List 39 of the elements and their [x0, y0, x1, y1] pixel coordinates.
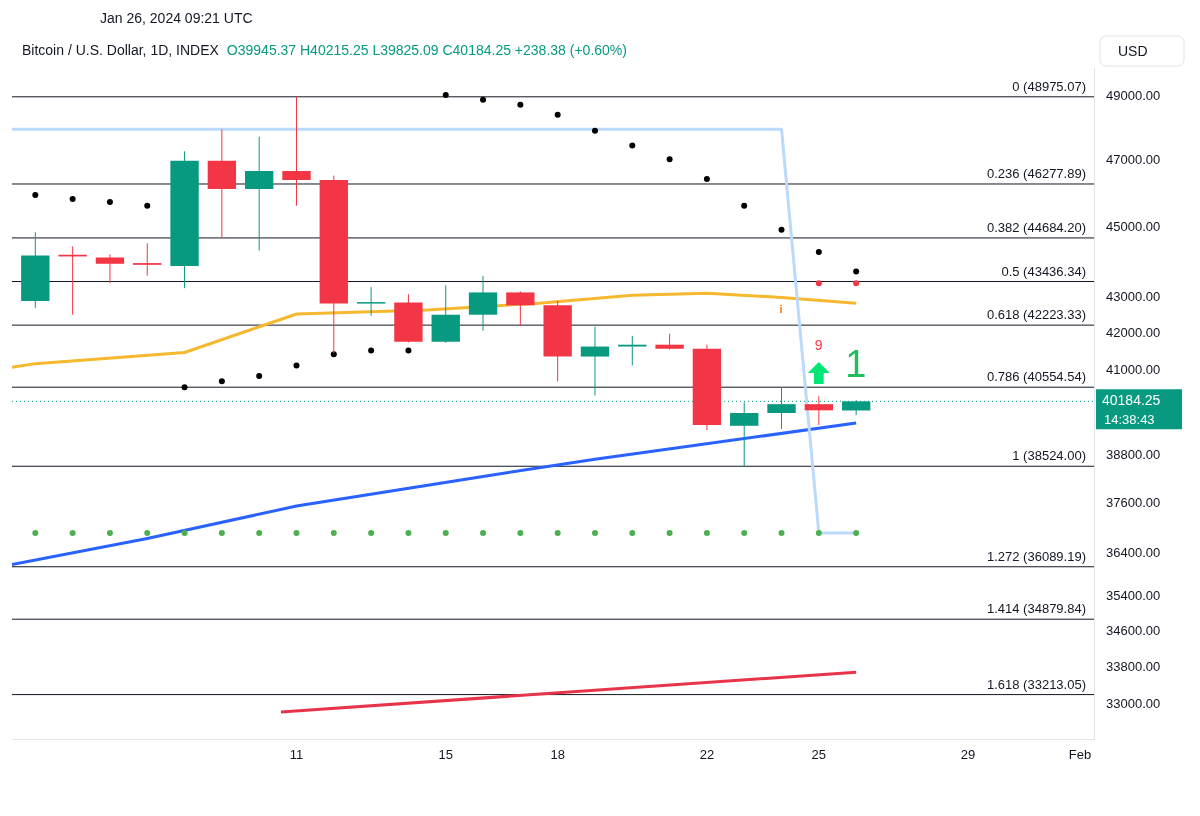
x-tick-label: 25	[811, 746, 827, 762]
annotation: i	[779, 303, 783, 315]
y-tick-label: 36400.00	[1106, 545, 1161, 561]
chart-title: Bitcoin / U.S. Dollar, 1D, INDEX	[22, 42, 220, 58]
x-tick-label: 11	[289, 746, 304, 762]
ref-line-label: 40184.25	[1102, 392, 1161, 409]
text: Jan 26, 2024 09:21 UTC	[100, 10, 253, 26]
ref-line-label: 0 (48975.07)	[1012, 78, 1086, 94]
chart-subtitle: O39945.37 H40215.25 L39825.09 C40184.25 +238.38 (+0.60%)	[226, 42, 627, 58]
ref-line-label: 0.786 (40554.54)	[986, 369, 1086, 385]
y-tick-label: 43000.00	[1106, 288, 1161, 304]
y-tick-label: 34600.00	[1106, 623, 1161, 639]
y-tick-label: 42000.00	[1106, 324, 1161, 340]
y-tick-label: 41000.00	[1106, 361, 1161, 377]
ref-line-label: 0.5 (43436.34)	[1001, 263, 1086, 279]
y-tick-label: 37600.00	[1106, 495, 1161, 511]
ref-line-label: 1.414 (34879.84)	[986, 601, 1086, 617]
y-tick-label: 35400.00	[1106, 588, 1161, 604]
y-tick-label: 49000.00	[1106, 87, 1161, 103]
x-tick-label: 18	[550, 746, 565, 762]
x-tick-label: 15	[438, 746, 453, 762]
ref-line-label: 0.618 (42223.33)	[986, 307, 1086, 323]
ref-line-label: 1 (38524.00)	[1012, 448, 1086, 464]
ref-line-label: 1.272 (36089.19)	[986, 548, 1086, 564]
x-tick-label: Feb	[1068, 746, 1092, 762]
y-tick-label: 33800.00	[1106, 659, 1161, 675]
ref-line-label: 0.236 (46277.89)	[986, 165, 1086, 181]
text: USD	[1118, 43, 1148, 59]
ref-line-label: 1.618 (33213.05)	[986, 676, 1086, 692]
annotation: 9	[814, 337, 823, 353]
text: 14:38:43	[1104, 412, 1155, 428]
x-tick-label: 22	[699, 746, 715, 762]
ref-line-label: 0.382 (44684.20)	[986, 219, 1086, 235]
annotation: 1	[845, 343, 867, 385]
y-tick-label: 45000.00	[1106, 218, 1161, 234]
y-tick-label: 33000.00	[1106, 696, 1161, 712]
y-tick-label: 38800.00	[1106, 446, 1161, 462]
y-tick-label: 47000.00	[1106, 151, 1161, 167]
x-tick-label: 29	[960, 746, 976, 762]
